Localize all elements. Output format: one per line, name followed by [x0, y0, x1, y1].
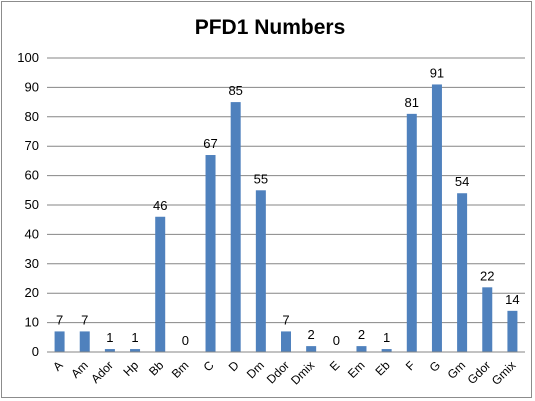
- gridlines: [47, 57, 525, 324]
- data-label: 46: [153, 198, 167, 213]
- x-tick-label: Dmix: [288, 358, 317, 387]
- bar: [79, 331, 90, 352]
- x-tick-label: A: [50, 358, 66, 374]
- data-label: 7: [56, 312, 63, 327]
- data-labels: 7 7 1 1 46 0 67 85 55 7 2 0 2 1 81 91 54 22 14: [56, 65, 520, 348]
- data-label: 22: [480, 268, 494, 283]
- bar: [281, 331, 291, 352]
- y-tick-label: 30: [25, 256, 39, 271]
- x-tick-label: Dm: [244, 358, 267, 381]
- data-label: 0: [333, 333, 340, 348]
- x-tick-label: Am: [68, 358, 91, 381]
- y-tick-label: 60: [25, 168, 39, 183]
- x-tick-label: E: [327, 358, 343, 374]
- data-label: 14: [505, 292, 519, 307]
- data-label: 1: [106, 330, 113, 345]
- bar: [431, 84, 442, 353]
- bar: [381, 349, 392, 352]
- y-tick-label: 100: [17, 50, 39, 65]
- data-label: 67: [203, 136, 217, 151]
- bar: [54, 331, 65, 352]
- bar: [205, 155, 216, 352]
- x-tick-label: Bb: [146, 358, 167, 379]
- bar: [457, 193, 468, 352]
- y-tick-label: 50: [25, 197, 39, 212]
- bar: [155, 216, 166, 352]
- x-tick-label: C: [201, 358, 217, 374]
- x-tick-label: Gmix: [489, 358, 519, 388]
- bars: [54, 84, 518, 353]
- y-tick-label: 0: [32, 344, 39, 359]
- bar: [356, 346, 367, 352]
- data-label: 2: [308, 327, 315, 342]
- bar: [482, 287, 493, 352]
- y-tick-label: 70: [25, 138, 39, 153]
- data-label: 85: [228, 83, 242, 98]
- y-tick-label: 20: [25, 285, 39, 300]
- x-tick-label: F: [403, 358, 418, 373]
- x-tick-label: Ador: [88, 358, 116, 386]
- data-label: 7: [282, 312, 289, 327]
- y-tick-label: 80: [25, 109, 39, 124]
- x-tick-label: G: [427, 358, 444, 375]
- y-axis-ticks: 0 10 20 30 40 50 60 70 80 90 100: [17, 50, 39, 359]
- x-tick-label: Gdor: [465, 358, 494, 387]
- bar: [306, 346, 317, 352]
- y-tick-label: 10: [25, 315, 39, 330]
- bar: [255, 190, 266, 352]
- bar: [406, 113, 417, 352]
- data-label: 1: [131, 330, 138, 345]
- x-tick-label: Em: [345, 358, 368, 381]
- x-tick-label: Ddor: [264, 358, 292, 386]
- bar: [130, 349, 141, 352]
- y-tick-label: 40: [25, 226, 39, 241]
- data-label: 2: [358, 327, 365, 342]
- x-tick-label: Bm: [169, 358, 192, 381]
- bar: [104, 349, 115, 352]
- chart-title: PFD1 Numbers: [195, 16, 346, 39]
- x-tick-label: Eb: [372, 358, 393, 379]
- data-label: 54: [455, 174, 469, 189]
- data-label: 7: [81, 312, 88, 327]
- bar: [230, 102, 241, 352]
- data-label: 91: [430, 65, 444, 80]
- data-label: 55: [254, 171, 268, 186]
- data-label: 81: [405, 95, 419, 110]
- y-tick-label: 90: [25, 79, 39, 94]
- x-tick-label: D: [226, 358, 242, 374]
- data-label: 0: [182, 333, 189, 348]
- x-tick-label: Hp: [120, 358, 141, 379]
- bar: [507, 310, 518, 352]
- data-label: 1: [383, 330, 390, 345]
